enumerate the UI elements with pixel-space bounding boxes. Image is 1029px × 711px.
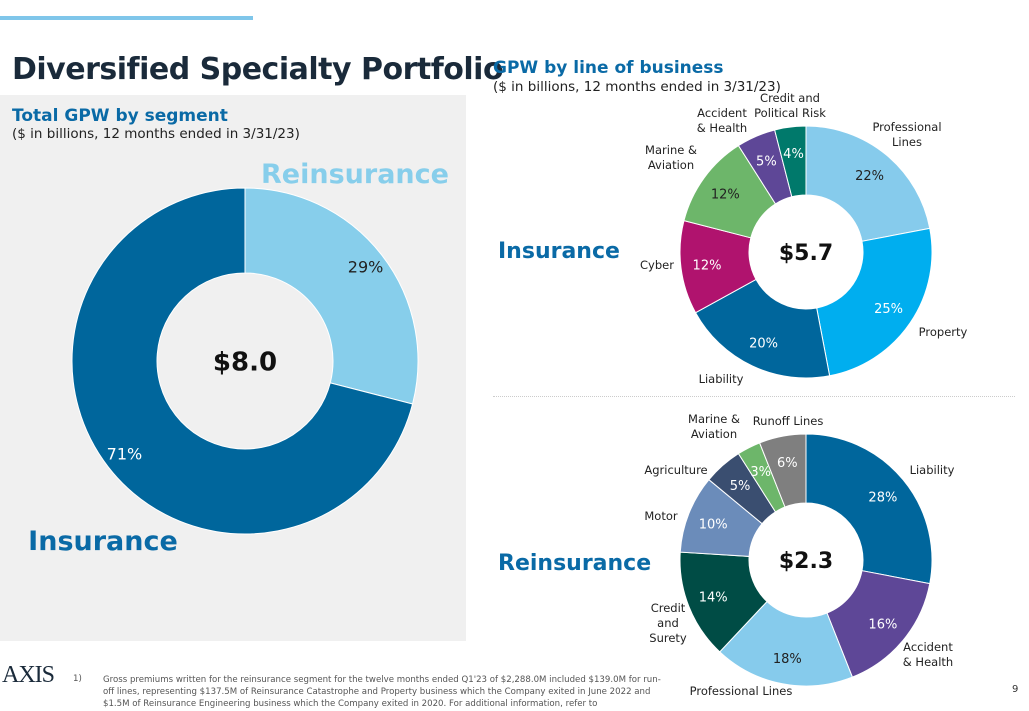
category-label: Liability: [910, 463, 955, 477]
slice-percent-label: 5%: [756, 154, 777, 169]
page-title: Diversified Specialty Portfolio: [12, 52, 504, 87]
donut-slice: [774, 125, 807, 198]
category-label: Liability: [699, 372, 744, 386]
footnote-marker: 1): [73, 674, 82, 684]
page-number: 9: [1012, 684, 1019, 695]
left-heading: Total GPW by segment: [12, 106, 228, 126]
center-total-label: $8.0: [213, 347, 277, 377]
slice-percent-label: 5%: [730, 479, 751, 494]
donut-slice: [244, 187, 419, 405]
center-total-label: $5.7: [779, 241, 833, 266]
donut-slice: [694, 278, 831, 379]
footnote-text: Gross premiums written for the reinsuran…: [103, 675, 661, 709]
slice-percent-label: 12%: [711, 187, 740, 202]
category-label: Property: [919, 325, 968, 339]
category-label: Accident & Health: [903, 640, 954, 669]
right-heading: GPW by line of business: [493, 58, 724, 78]
category-label: Marine & Aviation: [688, 412, 740, 441]
donut-slice: [71, 187, 414, 535]
slice-percent-label: 10%: [699, 517, 728, 532]
donut-slice: [805, 125, 931, 242]
slice-percent-label: 25%: [874, 302, 903, 317]
donut-slice: [805, 433, 933, 585]
left-subheading: ($ in billions, 12 months ended in 3/31/…: [12, 126, 300, 142]
donut-slice: [758, 433, 807, 508]
center-total-label: $2.3: [779, 549, 833, 574]
category-label: Credit and Surety: [649, 601, 687, 645]
category-label: Insurance: [28, 526, 178, 557]
right-subheading: ($ in billions, 12 months ended in 3/31/…: [493, 79, 781, 95]
category-label: Credit and Political Risk: [754, 91, 826, 120]
slice-percent-label: 22%: [855, 169, 884, 184]
axis-logo: AXIS: [2, 662, 55, 688]
category-label: Accident & Health: [697, 106, 748, 135]
category-label: Marine & Aviation: [645, 143, 697, 172]
insurance-side-label: Insurance: [498, 239, 620, 264]
slice-percent-label: 28%: [868, 490, 897, 505]
slice-percent-label: 4%: [783, 147, 804, 162]
slice-percent-label: 12%: [693, 259, 722, 274]
category-label: Motor: [644, 509, 678, 523]
category-label: Agriculture: [644, 463, 707, 477]
category-label: Cyber: [640, 258, 674, 272]
donut-slice: [719, 600, 854, 687]
category-label: Runoff Lines: [753, 414, 824, 428]
slice-percent-label: 6%: [777, 456, 798, 471]
top-accent-line: [0, 16, 253, 20]
divider: [493, 396, 1015, 397]
slice-percent-label: 18%: [773, 652, 802, 667]
reinsurance-side-label: Reinsurance: [498, 551, 652, 576]
slice-percent-label: 29%: [348, 257, 384, 276]
donut-slice: [816, 227, 933, 377]
category-label: Professional Lines: [690, 684, 793, 698]
slice-percent-label: 14%: [699, 591, 728, 606]
slice-percent-label: 71%: [107, 445, 143, 464]
slice-percent-label: 3%: [750, 465, 771, 480]
category-label: Reinsurance: [261, 159, 449, 190]
slice-percent-label: 20%: [749, 336, 778, 351]
slice-percent-label: 16%: [868, 618, 897, 633]
category-label: Professional Lines: [872, 120, 941, 149]
